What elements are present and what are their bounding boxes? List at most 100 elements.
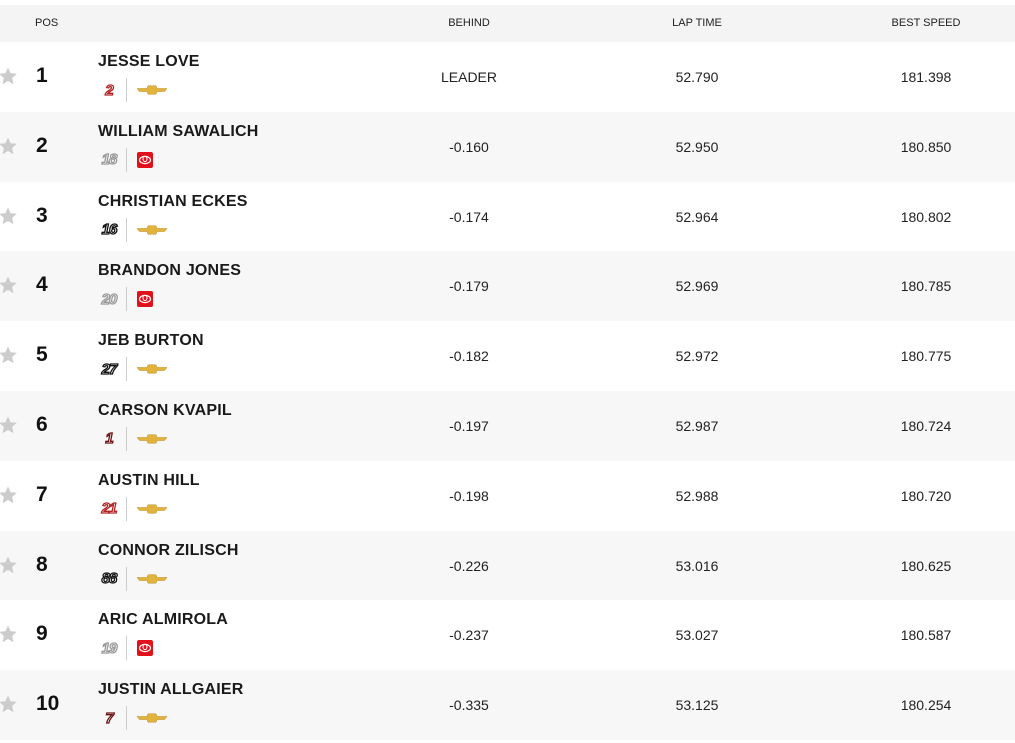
table-row[interactable]: 3 CHRISTIAN ECKES 16 -0.174 52.964 180.8… (0, 182, 1015, 252)
car-number: 1 (105, 430, 115, 448)
driver-badges: 88 (98, 566, 167, 592)
table-row[interactable]: 1 JESSE LOVE 2 LEADER 52.790 181.398 (0, 42, 1015, 112)
chevrolet-bowtie-icon (137, 574, 167, 584)
table-row[interactable]: 7 AUSTIN HILL 21 -0.198 52.988 180.720 (0, 461, 1015, 531)
lap-time-value: 53.016 (675, 557, 719, 574)
lap-time-value: 52.988 (675, 487, 719, 504)
driver-name[interactable]: CHRISTIAN ECKES (98, 192, 248, 210)
favorite-star-icon[interactable] (0, 415, 18, 435)
car-number: 19 (101, 639, 118, 657)
chevrolet-bowtie-icon (137, 434, 167, 444)
badge-divider (126, 566, 127, 591)
badge-divider (126, 357, 127, 382)
car-number: 20 (101, 290, 118, 308)
badge-divider (126, 426, 127, 451)
favorite-star-icon[interactable] (0, 66, 18, 86)
table-row[interactable]: 2 WILLIAM SAWALICH 18 -0.160 52.950 180.… (0, 111, 1015, 182)
driver-name[interactable]: BRANDON JONES (98, 262, 242, 280)
position: 5 (36, 343, 48, 367)
favorite-star-icon[interactable] (0, 694, 18, 714)
chevrolet-bowtie-icon (137, 364, 167, 374)
best-speed-value: 180.785 (900, 278, 952, 295)
lap-time-value: 52.987 (675, 417, 719, 434)
position: 4 (36, 273, 48, 297)
header-best-speed[interactable]: BEST SPEED (891, 17, 961, 29)
lap-time-value: 52.950 (675, 138, 719, 155)
driver-name[interactable]: WILLIAM SAWALICH (98, 122, 259, 140)
header-lap-time[interactable]: LAP TIME (672, 17, 722, 29)
favorite-star-icon[interactable] (0, 275, 18, 295)
chevrolet-bowtie-icon (137, 225, 167, 235)
driver-badges: 20 (98, 286, 153, 312)
car-number: 16 (101, 220, 118, 239)
best-speed-value: 180.587 (900, 627, 952, 644)
best-speed-value: 180.254 (900, 697, 952, 714)
driver-badges: 16 (98, 217, 167, 243)
position: 3 (36, 203, 48, 227)
driver-badges: 2 (98, 77, 167, 103)
favorite-star-icon[interactable] (0, 624, 18, 644)
driver-name[interactable]: ARIC ALMIROLA (98, 611, 228, 629)
driver-name[interactable]: JUSTIN ALLGAIER (98, 681, 244, 699)
table-row[interactable]: 8 CONNOR ZILISCH 88 -0.226 53.016 180.62… (0, 530, 1015, 601)
header-pos[interactable]: POS (35, 17, 59, 29)
favorite-star-icon[interactable] (0, 206, 18, 226)
behind-value: -0.179 (449, 278, 489, 295)
driver-name[interactable]: CARSON KVAPIL (98, 401, 232, 419)
driver-name[interactable]: JEB BURTON (98, 332, 204, 350)
lap-time-value: 52.969 (675, 278, 719, 295)
best-speed-value: 181.398 (900, 69, 952, 85)
favorite-star-icon[interactable] (0, 485, 18, 505)
car-number: 27 (101, 360, 118, 378)
behind-value: -0.335 (449, 697, 489, 714)
behind-value: -0.237 (449, 627, 489, 644)
position: 9 (36, 622, 48, 646)
position: 8 (36, 552, 48, 576)
table-row[interactable]: 6 CARSON KVAPIL 1 -0.197 52.987 180.724 (0, 390, 1015, 461)
table-row[interactable]: 5 JEB BURTON 27 -0.182 52.972 180.775 (0, 321, 1015, 391)
chevrolet-bowtie-icon (137, 713, 167, 723)
driver-name[interactable]: CONNOR ZILISCH (98, 541, 239, 559)
favorite-star-icon[interactable] (0, 345, 18, 365)
driver-badges: 19 (98, 635, 153, 661)
badge-divider (126, 706, 127, 731)
header-behind[interactable]: BEHIND (448, 17, 490, 29)
car-number: 21 (101, 500, 118, 518)
behind-value: -0.198 (449, 487, 489, 504)
best-speed-value: 180.775 (900, 348, 952, 365)
chevrolet-bowtie-icon (137, 504, 167, 514)
behind-value: LEADER (440, 69, 498, 85)
position: 7 (36, 482, 48, 506)
driver-badges: 1 (98, 426, 167, 452)
chevrolet-bowtie-icon (137, 85, 167, 95)
table-header: POS BEHIND LAP TIME BEST SPEED (0, 5, 1015, 42)
toyota-logo-icon (137, 151, 153, 168)
behind-value: -0.174 (449, 208, 489, 225)
favorite-star-icon[interactable] (0, 555, 18, 575)
favorite-star-icon[interactable] (0, 136, 18, 156)
table-row[interactable]: 10 JUSTIN ALLGAIER 7 -0.335 53.125 180.2… (0, 670, 1015, 740)
behind-value: -0.197 (449, 417, 489, 434)
best-speed-value: 180.625 (900, 557, 952, 574)
best-speed-value: 180.720 (900, 487, 952, 504)
position: 2 (36, 133, 48, 157)
driver-badges: 18 (98, 147, 153, 173)
behind-value: -0.182 (449, 348, 489, 365)
lap-time-value: 52.964 (675, 208, 719, 225)
position: 6 (36, 412, 48, 436)
toyota-logo-icon (137, 640, 153, 657)
driver-name[interactable]: AUSTIN HILL (98, 471, 200, 489)
table-row[interactable]: 9 ARIC ALMIROLA 19 -0.237 53.027 180.587 (0, 600, 1015, 670)
badge-divider (126, 217, 127, 242)
driver-badges: 21 (98, 496, 167, 522)
driver-badges: 7 (98, 705, 167, 731)
driver-name[interactable]: JESSE LOVE (98, 53, 200, 70)
position: 1 (36, 64, 48, 87)
lap-time-value: 52.972 (675, 348, 719, 365)
table-row[interactable]: 4 BRANDON JONES 20 -0.179 52.969 180.785 (0, 251, 1015, 322)
table-body: 1 JESSE LOVE 2 LEADER 52.790 181.398 2 W… (0, 42, 1015, 740)
position: 10 (36, 692, 60, 716)
badge-divider (126, 287, 127, 312)
badge-divider (126, 496, 127, 521)
